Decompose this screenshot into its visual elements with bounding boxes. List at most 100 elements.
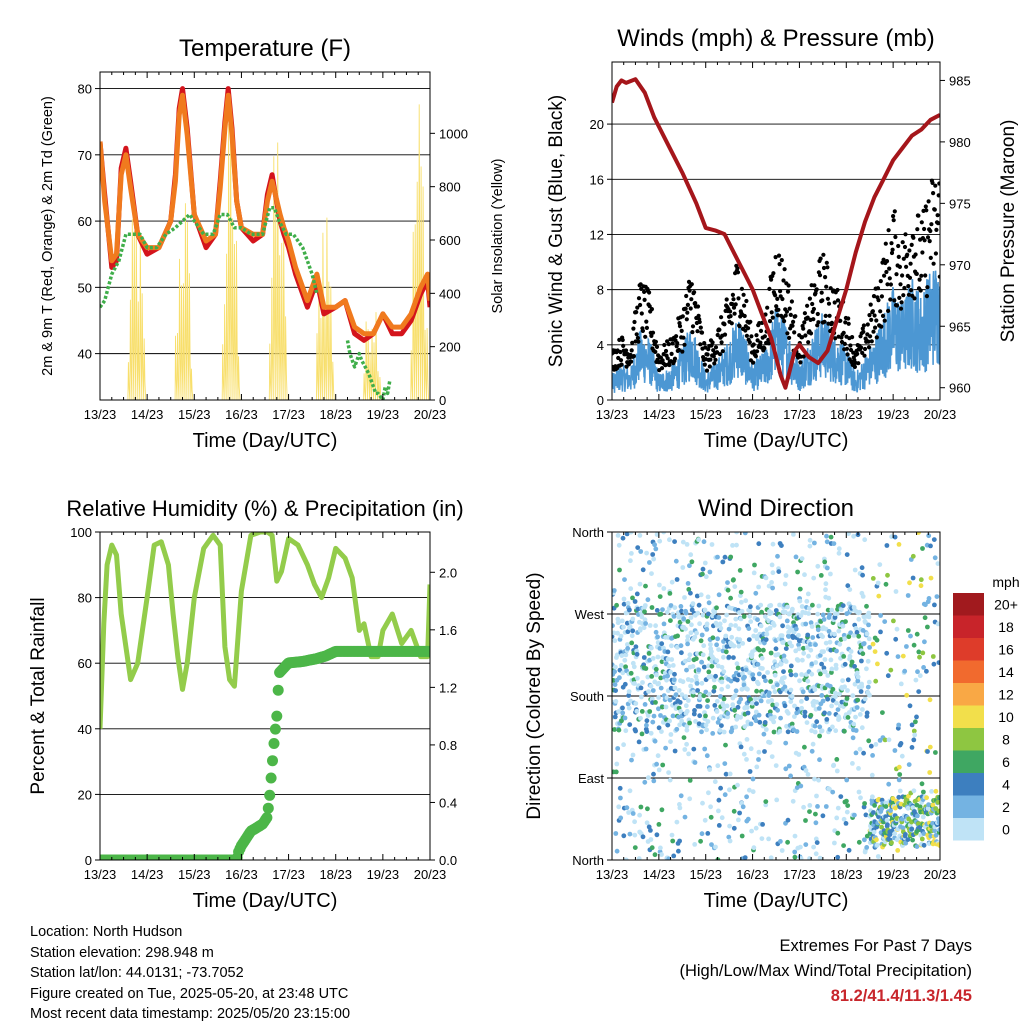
gust-dot	[894, 272, 899, 277]
gust-dot	[856, 361, 861, 366]
direction-dot	[857, 712, 863, 717]
direction-dot	[635, 545, 641, 550]
direction-dot	[933, 832, 939, 838]
gust-dot	[689, 282, 694, 287]
gust-dot	[722, 332, 728, 337]
direction-dot	[703, 713, 708, 719]
direction-dot	[858, 689, 864, 694]
direction-dot	[632, 819, 637, 825]
direction-dot	[841, 632, 847, 638]
direction-dot	[727, 771, 733, 777]
gust-dot	[810, 301, 815, 307]
direction-dot	[736, 817, 741, 823]
direction-dot	[771, 729, 777, 735]
x-tick-label: 16/23	[736, 407, 769, 422]
direction-dot	[792, 703, 797, 709]
gust-dot	[833, 336, 838, 341]
direction-dot	[719, 686, 725, 692]
direction-dot	[830, 724, 835, 730]
y2-tick-label: 0.0	[439, 853, 457, 868]
x-tick-label: 16/23	[225, 867, 258, 882]
direction-dot	[618, 663, 624, 668]
gust-dot	[680, 314, 685, 319]
direction-dot	[667, 591, 673, 596]
direction-dot	[853, 728, 859, 733]
gust-dot	[901, 256, 906, 261]
recent-timestamp: Most recent data timestamp: 2025/05/20 2…	[30, 1006, 351, 1022]
direction-dot	[705, 719, 711, 724]
y-axis-label: Percent & Total Rainfall	[28, 597, 49, 794]
direction-dot	[690, 601, 696, 606]
direction-dot	[722, 554, 728, 560]
gust-dot	[728, 314, 733, 319]
gust-dot	[683, 306, 688, 311]
direction-dot	[782, 703, 788, 709]
direction-dot	[671, 614, 677, 619]
direction-dot	[684, 724, 690, 729]
gust-dot	[819, 290, 824, 295]
direction-dot	[823, 640, 829, 646]
direction-dot	[785, 839, 790, 845]
direction-dot	[657, 582, 662, 588]
gust-dot	[758, 328, 764, 333]
x-tick-label: 18/23	[319, 867, 352, 882]
direction-dot	[694, 593, 700, 599]
direction-dot	[671, 677, 677, 683]
direction-dot	[630, 628, 636, 634]
direction-dot	[792, 714, 797, 719]
direction-dot	[696, 602, 702, 608]
direction-dot	[852, 681, 858, 687]
direction-dot	[763, 575, 769, 581]
x-tick-label: 20/23	[924, 407, 957, 422]
direction-dot	[742, 674, 747, 680]
direction-dot	[716, 647, 721, 652]
direction-dot	[622, 715, 628, 721]
direction-dot	[832, 615, 838, 620]
direction-dot	[702, 560, 708, 566]
direction-dot	[728, 595, 733, 601]
gust-dot	[829, 320, 835, 325]
direction-dot	[739, 833, 745, 839]
x-tick-label: 17/23	[783, 867, 816, 882]
gust-dot	[869, 339, 874, 344]
direction-dot	[914, 714, 919, 720]
direction-dot	[615, 746, 621, 751]
direction-dot	[851, 633, 857, 638]
y2-tick-label: 960	[949, 381, 971, 396]
direction-dot	[919, 836, 925, 842]
direction-dot	[825, 696, 831, 702]
direction-dot	[654, 532, 660, 537]
direction-dot	[678, 643, 684, 649]
direction-dot	[833, 690, 838, 696]
direction-dot	[896, 542, 902, 547]
gust-dot	[846, 321, 851, 326]
direction-dot	[612, 669, 617, 675]
direction-dot	[799, 556, 805, 561]
direction-dot	[829, 607, 835, 613]
direction-dot	[734, 542, 739, 548]
direction-dot	[834, 648, 839, 654]
gust-dot	[824, 284, 829, 289]
direction-dot	[759, 609, 764, 615]
direction-dot	[650, 656, 656, 661]
direction-dot	[799, 705, 805, 711]
direction-dot	[911, 728, 917, 734]
direction-dot	[718, 714, 724, 720]
gust-dot	[687, 288, 692, 293]
direction-dot	[793, 672, 799, 678]
gust-dot	[923, 273, 928, 278]
direction-dot	[651, 778, 657, 784]
direction-dot	[909, 722, 915, 728]
gust-dot	[617, 337, 622, 342]
direction-dot	[715, 554, 720, 560]
gust-dot	[733, 302, 738, 307]
direction-dot	[733, 623, 738, 628]
gust-dot	[782, 319, 787, 324]
direction-dot	[669, 832, 675, 838]
direction-dot	[655, 654, 661, 660]
gust-dot	[679, 328, 684, 333]
gust-dot	[634, 310, 639, 315]
direction-dot	[725, 714, 730, 720]
direction-dot	[718, 694, 723, 699]
direction-dot	[688, 683, 693, 689]
